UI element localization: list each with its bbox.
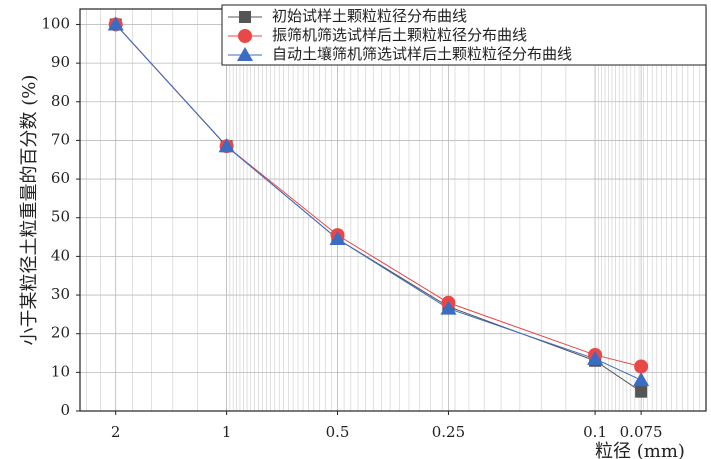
series-line — [115, 24, 642, 368]
y-tick-label: 90 — [51, 53, 70, 71]
marker — [635, 385, 648, 398]
marker — [634, 359, 649, 374]
legend: 初始试样土颗粒粒径分布曲线振筛机筛选试样后土颗粒粒径分布曲线自动土壤筛机筛选试样… — [221, 4, 707, 66]
y-tick-label: 50 — [51, 208, 70, 226]
y-tick-label: 70 — [51, 130, 70, 148]
series-line — [115, 24, 642, 381]
series-line — [115, 24, 642, 393]
y-tick-label: 30 — [51, 285, 70, 303]
y-tick-label: 80 — [51, 92, 70, 110]
y-tick-label: 10 — [51, 362, 70, 380]
x-tick-label: 0.1 — [583, 423, 607, 441]
legend-marker — [238, 29, 252, 43]
marker — [329, 230, 346, 245]
y-axis-label: 小于某粒径土粒重量的百分数 (%) — [19, 75, 40, 346]
x-axis-label: 粒径 (mm) — [595, 441, 685, 459]
x-tick-label: 1 — [222, 423, 232, 441]
marker — [587, 350, 604, 365]
x-tick-label: 0.5 — [326, 423, 350, 441]
x-tick-label: 0.075 — [620, 423, 663, 441]
legend-marker — [239, 11, 251, 23]
legend-box — [221, 4, 707, 66]
legend-label: 振筛机筛选试样后土颗粒粒径分布曲线 — [272, 26, 527, 44]
legend-label: 自动土壤筛机筛选试样后土颗粒粒径分布曲线 — [272, 45, 572, 63]
marker — [107, 16, 124, 31]
x-tick-label: 2 — [111, 423, 121, 441]
marker — [440, 300, 457, 315]
legend-marker — [237, 47, 253, 61]
y-tick-label: 20 — [51, 324, 70, 342]
marker — [633, 372, 650, 387]
x-tick-label: 0.25 — [432, 423, 465, 441]
y-tick-label: 40 — [51, 246, 70, 264]
y-tick-label: 100 — [41, 14, 70, 32]
legend-label: 初始试样土颗粒粒径分布曲线 — [272, 7, 467, 25]
marker — [218, 138, 235, 153]
y-tick-label: 0 — [60, 401, 70, 419]
y-tick-label: 60 — [51, 169, 70, 187]
